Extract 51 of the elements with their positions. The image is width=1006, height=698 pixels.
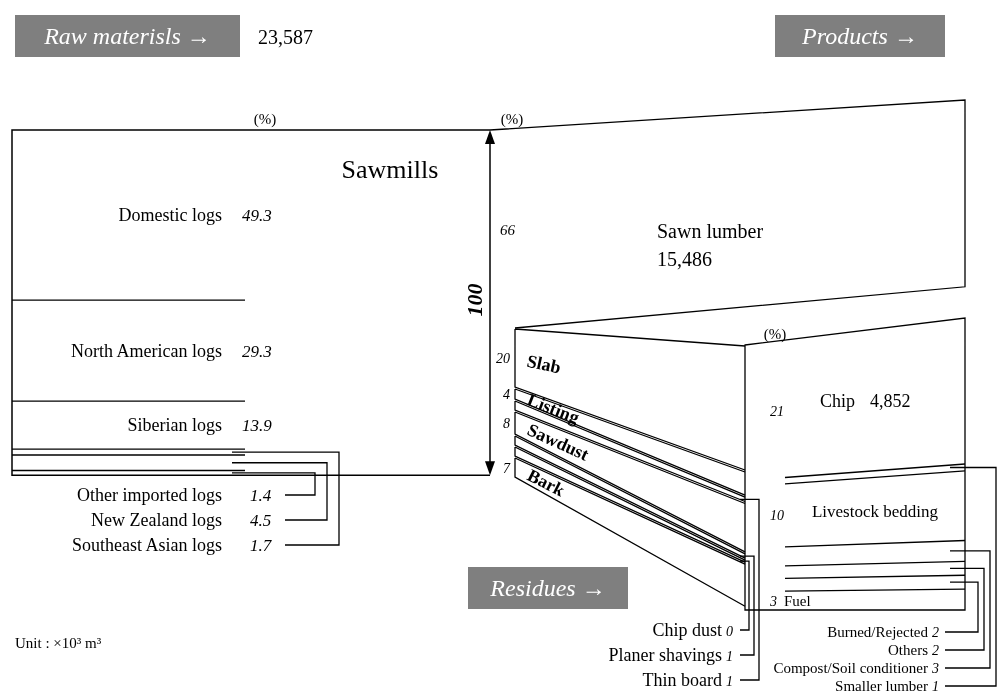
category-label: North American logs bbox=[71, 340, 222, 361]
category-label: Others bbox=[888, 642, 929, 658]
data-label: 8 bbox=[503, 416, 510, 431]
data-label: 2 bbox=[932, 643, 939, 658]
text: 100 bbox=[462, 283, 487, 317]
text: (%) bbox=[763, 326, 787, 343]
data-label: 49.3 bbox=[242, 206, 272, 226]
data-label: 1 bbox=[726, 649, 733, 664]
text: Unit : ×10³ m³ bbox=[15, 635, 102, 651]
data-label: 2 bbox=[932, 625, 939, 640]
category-label: Compost/Soil conditioner bbox=[773, 660, 928, 676]
category-label: New Zealand logs bbox=[91, 510, 222, 530]
category-label: Southeast Asian logs bbox=[71, 535, 222, 555]
category-label: Planer shavings bbox=[608, 645, 722, 665]
category-label: Fuel bbox=[784, 592, 811, 609]
text: 4,852 bbox=[870, 391, 911, 412]
category-label: Siberian logs bbox=[127, 415, 222, 436]
text: Sawmills bbox=[341, 155, 439, 184]
data-label: 10 bbox=[770, 508, 784, 524]
text: Residues → bbox=[489, 575, 606, 601]
data-label: 3 bbox=[769, 593, 777, 609]
category-label: Thin board bbox=[642, 670, 722, 690]
data-label: 1.7 bbox=[250, 536, 273, 555]
category-label: Burned/Rejected bbox=[827, 624, 929, 640]
category-label: Slab bbox=[525, 350, 563, 378]
data-label: 7 bbox=[503, 460, 511, 476]
data-label: 1 bbox=[932, 679, 939, 694]
data-label: 21 bbox=[770, 404, 784, 420]
data-label: 13.9 bbox=[242, 416, 273, 436]
data-label: 3 bbox=[931, 661, 939, 676]
text: Products → bbox=[801, 23, 918, 49]
category-label: Livestock bedding bbox=[811, 501, 939, 521]
text: 23,587 bbox=[258, 26, 313, 48]
data-label: 0 bbox=[726, 624, 733, 639]
data-label: 20 bbox=[496, 351, 510, 366]
data-label: 4 bbox=[503, 387, 510, 402]
text: (%) bbox=[253, 111, 277, 128]
text: 15,486 bbox=[657, 248, 712, 270]
category-label: Sawn lumber bbox=[657, 220, 764, 242]
data-label: 66 bbox=[500, 222, 516, 238]
text: Raw materisls → bbox=[43, 23, 211, 49]
data-label: 1 bbox=[726, 674, 733, 689]
text: (%) bbox=[500, 111, 524, 128]
data-label: 4.5 bbox=[250, 511, 272, 530]
category-label: Domestic logs bbox=[118, 205, 222, 226]
category-label: Chip bbox=[820, 391, 856, 412]
category-label: Chip dust bbox=[652, 620, 722, 640]
category-label: Other imported logs bbox=[77, 485, 222, 505]
data-label: 1.4 bbox=[250, 486, 272, 505]
category-label: Smaller lumber bbox=[835, 678, 928, 694]
data-label: 29.3 bbox=[242, 341, 272, 361]
